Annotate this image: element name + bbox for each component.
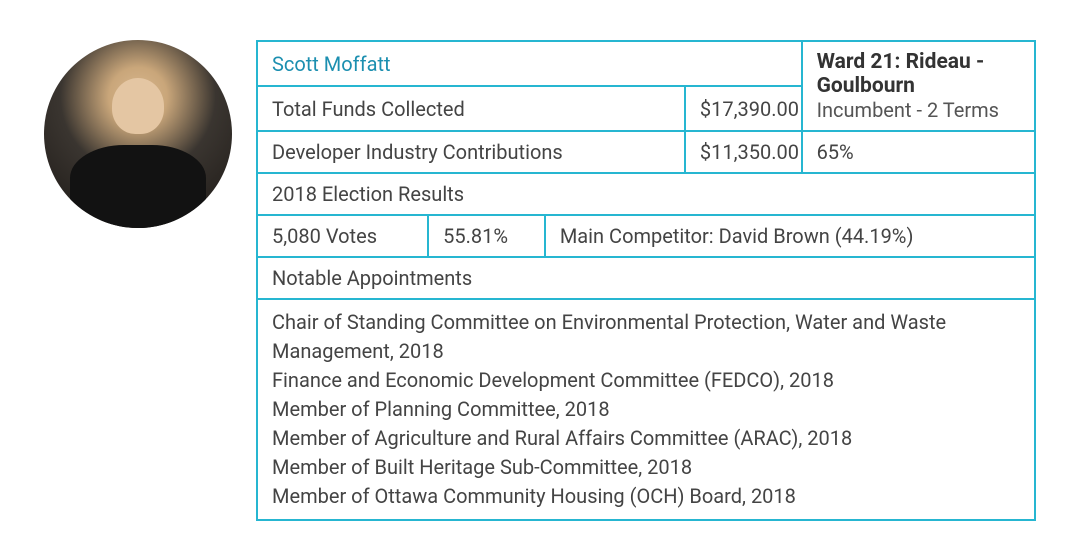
appointments-header: Notable Appointments	[257, 257, 1035, 299]
appointments-list: Chair of Standing Committee on Environme…	[257, 299, 1035, 520]
candidate-photo	[44, 40, 232, 228]
info-table: Scott Moffatt Ward 21: Rideau - Goulbour…	[256, 40, 1036, 521]
ward-title: Ward 21: Rideau - Goulbourn	[817, 50, 1020, 98]
appointment-item: Member of Built Heritage Sub-Committee, …	[272, 453, 1020, 482]
dev-contrib-label: Developer Industry Contributions	[257, 131, 685, 173]
appointment-item: Chair of Standing Committee on Environme…	[272, 308, 1020, 366]
appointment-item: Finance and Economic Development Committ…	[272, 366, 1020, 395]
vote-share: 55.81%	[428, 215, 545, 257]
incumbency: Incumbent - 2 Terms	[817, 98, 1020, 122]
election-header: 2018 Election Results	[257, 173, 1035, 215]
appointment-item: Member of Ottawa Community Housing (OCH)…	[272, 482, 1020, 511]
dev-contrib-pct: 65%	[802, 131, 1035, 173]
appointment-item: Member of Planning Committee, 2018	[272, 395, 1020, 424]
total-funds-label: Total Funds Collected	[257, 86, 685, 131]
votes: 5,080 Votes	[257, 215, 428, 257]
dev-contrib-value: $11,350.00	[685, 131, 802, 173]
appointment-item: Member of Agriculture and Rural Affairs …	[272, 424, 1020, 453]
info-card: Scott Moffatt Ward 21: Rideau - Goulbour…	[256, 40, 1036, 521]
candidate-name: Scott Moffatt	[257, 41, 802, 86]
ward-cell: Ward 21: Rideau - Goulbourn Incumbent - …	[802, 41, 1035, 131]
total-funds-value: $17,390.00	[685, 86, 802, 131]
competitor: Main Competitor: David Brown (44.19%)	[545, 215, 1035, 257]
